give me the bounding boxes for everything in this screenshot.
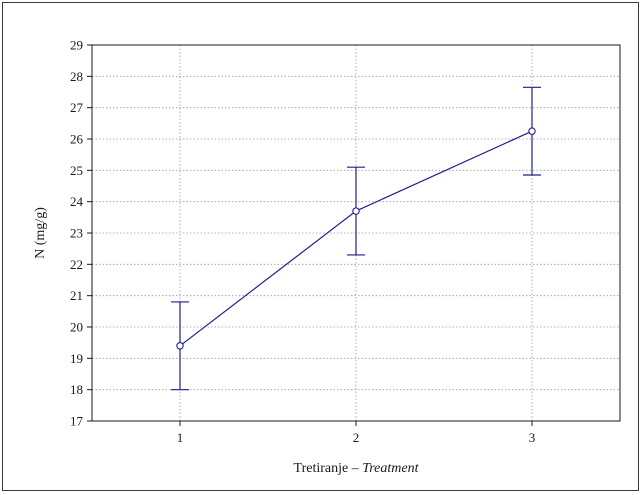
y-axis-title: N (mg/g)	[33, 207, 48, 259]
y-tick-label: 25	[70, 163, 83, 178]
x-axis-title-italic: Treatment	[362, 461, 419, 476]
data-point	[528, 127, 536, 135]
data-point	[176, 342, 184, 350]
series	[171, 86, 541, 391]
x-axis-title: Tretiranje – Treatment	[294, 461, 420, 476]
figure-frame	[2, 2, 639, 491]
y-tick-label: 19	[70, 351, 83, 366]
y-tick-label: 21	[70, 288, 83, 303]
x-axis: 1 2 3	[177, 421, 536, 445]
y-tick-label: 23	[70, 226, 83, 241]
x-axis-title-main: Tretiranje –	[294, 461, 363, 476]
y-tick-label: 27	[70, 100, 84, 115]
y-tick-label: 22	[70, 257, 83, 272]
y-tick-label: 24	[70, 194, 84, 209]
y-tick-label: 26	[70, 132, 84, 147]
y-axis: 17 18 19 20 21 22 23 24 25 26 27 28 29	[70, 38, 92, 429]
y-tick-label: 28	[70, 69, 83, 84]
data-point	[352, 207, 360, 215]
x-tick-label: 2	[353, 430, 360, 445]
x-tick-label: 1	[177, 430, 184, 445]
y-tick-label: 18	[70, 382, 83, 397]
y-tick-label: 20	[70, 320, 83, 335]
x-tick-label: 3	[529, 430, 536, 445]
y-tick-label: 17	[70, 414, 84, 429]
y-tick-label: 29	[70, 38, 83, 53]
